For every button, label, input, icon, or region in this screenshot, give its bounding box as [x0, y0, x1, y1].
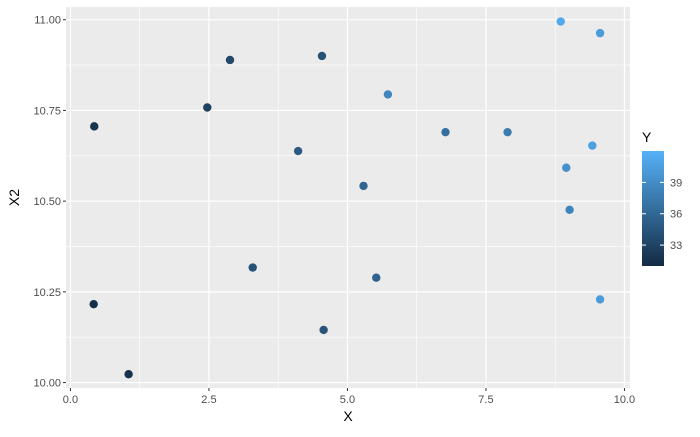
data-point: [359, 181, 368, 191]
y-tick-label: 10.50: [33, 196, 61, 208]
data-point: [562, 163, 571, 172]
data-point: [503, 127, 512, 137]
y-axis-title: X2: [6, 189, 22, 206]
data-point: [248, 263, 257, 272]
data-point: [317, 51, 327, 61]
y-tick-label: 11.00: [34, 15, 61, 27]
data-point: [319, 325, 328, 335]
legend-tick-label: 33: [670, 240, 682, 252]
major-gridlines: [66, 7, 630, 388]
data-point: [225, 55, 235, 65]
x-axis-title: X: [343, 408, 353, 424]
x-tick-label: 2.5: [201, 394, 216, 406]
data-point: [556, 17, 565, 26]
data-point: [90, 122, 99, 131]
data-point: [595, 28, 605, 38]
y-tick-label: 10.25: [33, 287, 61, 299]
data-point: [588, 141, 597, 150]
x-tick-label: 7.5: [478, 394, 493, 406]
legend: Y 33 36 39: [642, 129, 682, 266]
data-point: [595, 295, 605, 304]
legend-ticks: 33 36 39: [642, 177, 682, 252]
data-point: [293, 146, 303, 156]
data-point: [383, 90, 393, 99]
x-axis: 0.0 2.5 5.0 7.5 10.0: [63, 388, 635, 406]
data-point: [203, 103, 212, 112]
y-tick-label: 10.75: [33, 105, 61, 117]
y-axis: 10.00 10.25 10.50 10.75 11.00: [33, 15, 66, 390]
legend-tick-label: 36: [670, 209, 682, 221]
legend-colorbar: [642, 151, 664, 266]
data-point: [565, 205, 574, 215]
data-point: [372, 273, 381, 282]
x-tick-label: 5.0: [340, 394, 355, 406]
data-point: [89, 299, 98, 309]
y-tick-label: 10.00: [33, 378, 61, 390]
x-tick-label: 0.0: [63, 394, 78, 406]
data-point: [441, 127, 450, 137]
data-point: [124, 370, 133, 379]
legend-title: Y: [642, 129, 652, 145]
legend-tick-label: 39: [670, 177, 682, 189]
x-tick-label: 10.0: [614, 394, 635, 406]
data-points: [89, 17, 605, 379]
